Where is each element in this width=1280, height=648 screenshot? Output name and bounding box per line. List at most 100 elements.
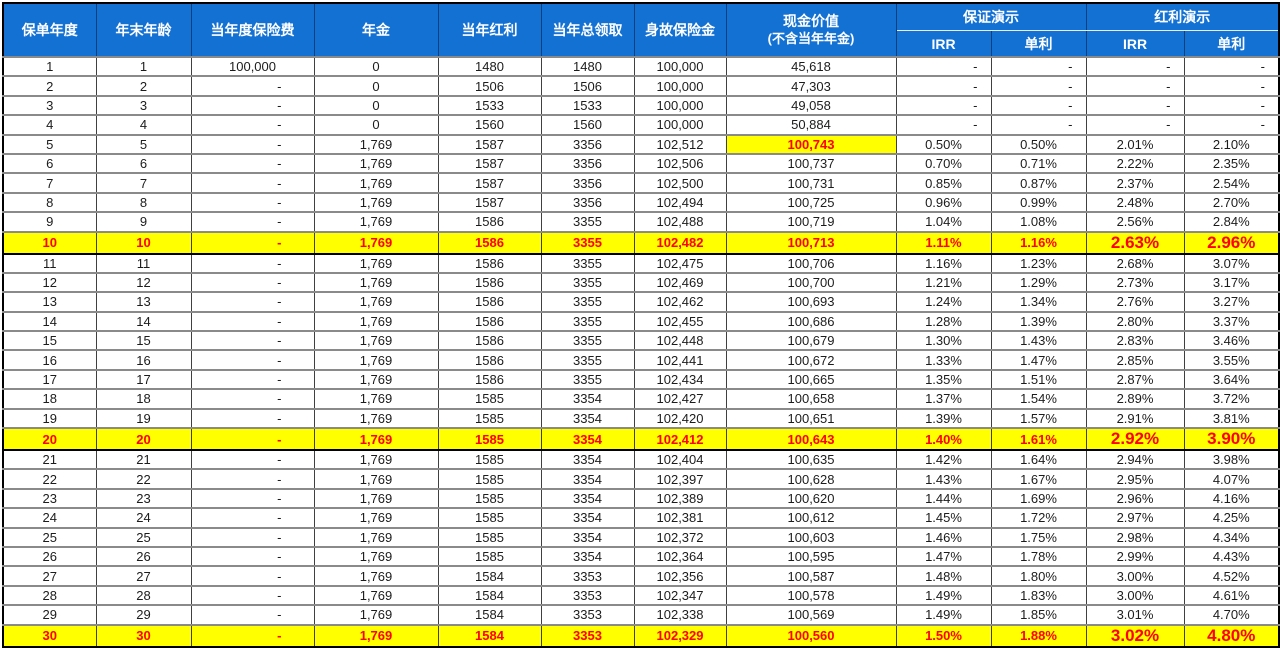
cell-guaranteed_simple[interactable]: 1.88% <box>990 623 1087 648</box>
cell-dividend_simple[interactable]: 3.72% <box>1183 388 1280 410</box>
cell-dividend_simple[interactable]: - <box>1183 55 1280 78</box>
cell-guaranteed_simple[interactable]: 1.83% <box>990 584 1087 607</box>
cell-dividend_irr[interactable]: - <box>1085 55 1185 78</box>
cell-age_end_of_year[interactable]: 28 <box>95 584 192 607</box>
cell-dividend_irr[interactable]: 2.76% <box>1085 291 1185 313</box>
cell-policy_year[interactable]: 2 <box>2 75 97 97</box>
cell-policy_year[interactable]: 4 <box>2 114 97 136</box>
cell-annuity[interactable]: 1,769 <box>313 449 439 471</box>
cell-annual_premium[interactable]: - <box>190 507 315 529</box>
cell-cash_value[interactable]: 100,693 <box>725 291 897 313</box>
cell-dividend_irr[interactable]: 2.99% <box>1085 545 1185 568</box>
cell-annuity[interactable]: 1,769 <box>313 623 439 648</box>
cell-guaranteed_simple[interactable]: 1.43% <box>990 330 1087 352</box>
cell-death_benefit[interactable]: 102,512 <box>633 133 727 155</box>
cell-annual_premium[interactable]: - <box>190 604 315 626</box>
cell-age_end_of_year[interactable]: 5 <box>95 133 192 155</box>
cell-guaranteed_simple[interactable]: 1.51% <box>990 368 1087 391</box>
cell-dividend_irr[interactable]: 2.22% <box>1085 152 1185 175</box>
cell-annual_total_payout[interactable]: 3355 <box>540 349 635 371</box>
cell-annual_dividend[interactable]: 1506 <box>437 75 542 97</box>
cell-guaranteed_irr[interactable]: 1.35% <box>895 368 992 391</box>
cell-age_end_of_year[interactable]: 17 <box>95 368 192 391</box>
cell-guaranteed_irr[interactable]: 0.70% <box>895 152 992 175</box>
cell-annual_premium[interactable]: - <box>190 427 315 452</box>
cell-policy_year[interactable]: 8 <box>2 191 97 214</box>
cell-cash_value[interactable]: 100,603 <box>725 526 897 549</box>
cell-age_end_of_year[interactable]: 30 <box>95 623 192 648</box>
cell-cash_value[interactable]: 100,587 <box>725 565 897 587</box>
cell-policy_year[interactable]: 20 <box>2 427 97 452</box>
cell-dividend_simple[interactable]: 4.25% <box>1183 507 1280 529</box>
cell-age_end_of_year[interactable]: 23 <box>95 487 192 510</box>
cell-annual_premium[interactable]: - <box>190 94 315 117</box>
cell-policy_year[interactable]: 26 <box>2 545 97 568</box>
cell-death_benefit[interactable]: 102,427 <box>633 388 727 410</box>
cell-dividend_irr[interactable]: - <box>1085 114 1185 136</box>
cell-age_end_of_year[interactable]: 24 <box>95 507 192 529</box>
cell-dividend_irr[interactable]: 2.97% <box>1085 507 1185 529</box>
cell-guaranteed_irr[interactable]: 0.85% <box>895 172 992 194</box>
cell-guaranteed_simple[interactable]: 0.50% <box>990 133 1087 155</box>
cell-dividend_irr[interactable]: - <box>1085 75 1185 97</box>
cell-guaranteed_irr[interactable]: 1.04% <box>895 211 992 233</box>
cell-dividend_irr[interactable]: 2.83% <box>1085 330 1185 352</box>
cell-death_benefit[interactable]: 102,420 <box>633 407 727 430</box>
cell-annual_total_payout[interactable]: 3354 <box>540 545 635 568</box>
cell-policy_year[interactable]: 19 <box>2 407 97 430</box>
cell-guaranteed_irr[interactable]: 1.24% <box>895 291 992 313</box>
cell-policy_year[interactable]: 25 <box>2 526 97 549</box>
cell-guaranteed_irr[interactable]: 1.45% <box>895 507 992 529</box>
cell-death_benefit[interactable]: 102,329 <box>633 623 727 648</box>
cell-annual_premium[interactable]: 100,000 <box>190 55 315 78</box>
cell-policy_year[interactable]: 17 <box>2 368 97 391</box>
cell-guaranteed_simple[interactable]: 1.85% <box>990 604 1087 626</box>
cell-annual_dividend[interactable]: 1586 <box>437 368 542 391</box>
cell-guaranteed_irr[interactable]: 1.44% <box>895 487 992 510</box>
cell-guaranteed_irr[interactable]: 1.42% <box>895 449 992 471</box>
cell-dividend_irr[interactable]: 2.48% <box>1085 191 1185 214</box>
cell-annual_total_payout[interactable]: 3353 <box>540 623 635 648</box>
cell-annual_total_payout[interactable]: 3354 <box>540 449 635 471</box>
cell-annuity[interactable]: 1,769 <box>313 172 439 194</box>
cell-annuity[interactable]: 0 <box>313 55 439 78</box>
header-group-dividend-demo[interactable]: 红利演示 <box>1085 2 1280 31</box>
cell-policy_year[interactable]: 27 <box>2 565 97 587</box>
cell-annual_dividend[interactable]: 1586 <box>437 271 542 294</box>
cell-guaranteed_irr[interactable]: 1.47% <box>895 545 992 568</box>
cell-policy_year[interactable]: 6 <box>2 152 97 175</box>
header-annual-total-payout[interactable]: 当年总领取 <box>540 2 635 58</box>
cell-guaranteed_irr[interactable]: 0.96% <box>895 191 992 214</box>
cell-annual_total_payout[interactable]: 3354 <box>540 407 635 430</box>
cell-guaranteed_irr[interactable]: 1.49% <box>895 604 992 626</box>
cell-dividend_simple[interactable]: 4.43% <box>1183 545 1280 568</box>
header-guaranteed-simple-interest[interactable]: 单利 <box>990 30 1087 58</box>
cell-death_benefit[interactable]: 102,494 <box>633 191 727 214</box>
cell-annuity[interactable]: 1,769 <box>313 604 439 626</box>
cell-annuity[interactable]: 0 <box>313 94 439 117</box>
cell-annual_premium[interactable]: - <box>190 584 315 607</box>
cell-age_end_of_year[interactable]: 29 <box>95 604 192 626</box>
cell-dividend_simple[interactable]: 3.55% <box>1183 349 1280 371</box>
cell-policy_year[interactable]: 29 <box>2 604 97 626</box>
cell-age_end_of_year[interactable]: 16 <box>95 349 192 371</box>
cell-annual_premium[interactable]: - <box>190 487 315 510</box>
cell-age_end_of_year[interactable]: 3 <box>95 94 192 117</box>
cell-age_end_of_year[interactable]: 18 <box>95 388 192 410</box>
cell-annual_premium[interactable]: - <box>190 310 315 333</box>
cell-policy_year[interactable]: 24 <box>2 507 97 529</box>
cell-cash_value[interactable]: 50,884 <box>725 114 897 136</box>
cell-policy_year[interactable]: 11 <box>2 252 97 274</box>
cell-policy_year[interactable]: 7 <box>2 172 97 194</box>
cell-annual_dividend[interactable]: 1584 <box>437 565 542 587</box>
cell-annual_dividend[interactable]: 1587 <box>437 152 542 175</box>
cell-guaranteed_simple[interactable]: 0.71% <box>990 152 1087 175</box>
cell-annual_dividend[interactable]: 1480 <box>437 55 542 78</box>
cell-annual_total_payout[interactable]: 1506 <box>540 75 635 97</box>
cell-dividend_irr[interactable]: - <box>1085 94 1185 117</box>
cell-policy_year[interactable]: 14 <box>2 310 97 333</box>
cell-annuity[interactable]: 1,769 <box>313 487 439 510</box>
cell-annual_dividend[interactable]: 1586 <box>437 230 542 255</box>
cell-dividend_irr[interactable]: 2.91% <box>1085 407 1185 430</box>
cell-age_end_of_year[interactable]: 8 <box>95 191 192 214</box>
